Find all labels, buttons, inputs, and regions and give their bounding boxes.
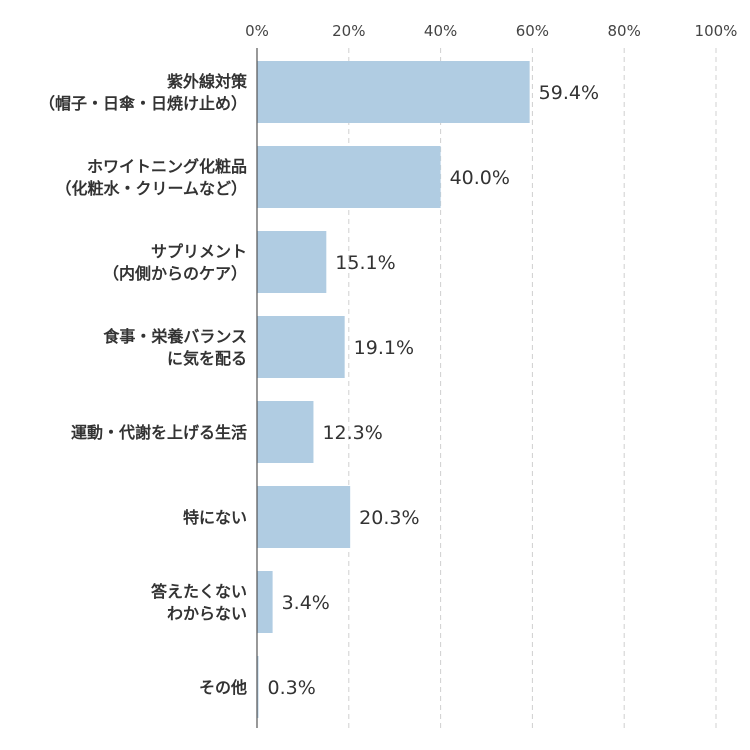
category-label: わからない — [167, 604, 247, 623]
bar — [257, 316, 345, 378]
value-label: 15.1% — [335, 252, 395, 274]
category-label: 特にない — [183, 508, 247, 527]
x-tick-label: 40% — [424, 22, 457, 40]
value-labels: 59.4% 40.0% 15.1% 19.1% 12.3% 20.3% 3.4% 0.3% — [268, 82, 600, 699]
bar — [257, 146, 441, 208]
bar — [257, 231, 327, 293]
category-label: 食事・栄養バランス — [102, 327, 247, 346]
value-label: 19.1% — [354, 337, 414, 359]
value-label: 20.3% — [359, 507, 419, 529]
bar — [257, 401, 314, 463]
category-label: に気を配る — [167, 349, 247, 368]
value-label: 40.0% — [450, 167, 510, 189]
bar — [257, 61, 530, 123]
value-label: 3.4% — [282, 592, 330, 614]
category-label: その他 — [199, 678, 247, 697]
bar — [257, 571, 273, 633]
category-label: （化粧水・クリームなど） — [55, 179, 247, 198]
category-label: 運動・代謝を上げる生活 — [71, 423, 247, 442]
value-label: 12.3% — [322, 422, 382, 444]
category-label: 紫外線対策 — [167, 72, 248, 91]
value-label: 59.4% — [539, 82, 599, 104]
category-label: （内側からのケア） — [103, 264, 247, 283]
bar — [257, 486, 351, 548]
x-tick-label: 100% — [695, 22, 738, 40]
category-labels: 紫外線対策 （帽子・日傘・日焼け止め） ホワイトニング化粧品 （化粧水・クリームなど）… — [39, 72, 248, 697]
category-label: ホワイトニング化粧品 — [87, 157, 247, 176]
value-label: 0.3% — [268, 677, 316, 699]
bars — [257, 61, 530, 718]
category-label: 答えたくない — [151, 582, 247, 601]
x-axis-ticks: 0% 20% 40% 60% 80% 100% — [245, 22, 737, 40]
x-tick-label: 80% — [608, 22, 641, 40]
x-tick-label: 20% — [332, 22, 365, 40]
bar — [257, 656, 259, 718]
x-tick-label: 0% — [245, 22, 269, 40]
category-label: サプリメント — [151, 242, 247, 261]
category-label: （帽子・日傘・日焼け止め） — [39, 94, 247, 113]
x-tick-label: 60% — [516, 22, 549, 40]
